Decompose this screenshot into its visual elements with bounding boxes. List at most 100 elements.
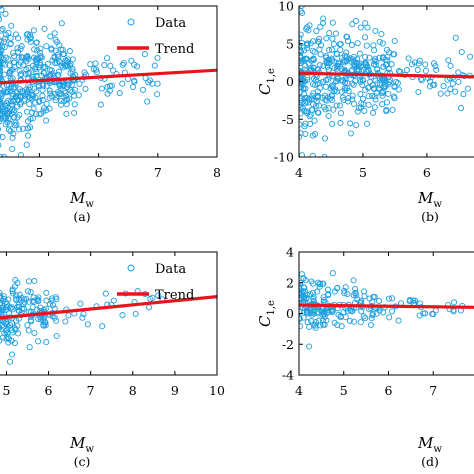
data-point bbox=[310, 56, 317, 63]
data-point bbox=[405, 55, 412, 62]
data-point bbox=[66, 62, 74, 69]
y-tick-label: -4 bbox=[282, 368, 294, 383]
data-point bbox=[447, 85, 454, 93]
data-point bbox=[450, 299, 458, 306]
data-point bbox=[372, 27, 379, 34]
x-axis-label-sub: w bbox=[85, 444, 94, 455]
data-point bbox=[383, 99, 390, 106]
data-point bbox=[357, 319, 364, 326]
data-point bbox=[53, 59, 61, 67]
data-point bbox=[34, 306, 41, 313]
data-point bbox=[338, 54, 346, 61]
data-point bbox=[358, 104, 365, 111]
data-point bbox=[354, 40, 361, 47]
data-point bbox=[26, 101, 33, 108]
data-point bbox=[36, 49, 43, 56]
x-tick-label: 5 bbox=[35, 165, 43, 180]
data-point bbox=[47, 90, 54, 97]
data-point bbox=[69, 56, 76, 63]
data-point bbox=[350, 81, 357, 88]
data-point bbox=[300, 90, 308, 98]
data-point bbox=[345, 56, 352, 63]
data-point bbox=[455, 78, 462, 85]
data-point bbox=[370, 61, 378, 68]
data-point bbox=[0, 38, 4, 45]
data-point bbox=[358, 308, 365, 315]
data-point bbox=[24, 118, 32, 125]
data-point bbox=[316, 46, 323, 53]
data-point bbox=[52, 36, 59, 43]
data-point bbox=[0, 61, 3, 68]
data-point bbox=[321, 135, 329, 142]
data-point bbox=[347, 120, 354, 127]
data-point bbox=[349, 96, 356, 103]
data-point bbox=[0, 50, 3, 57]
data-point bbox=[422, 310, 429, 317]
data-point bbox=[63, 110, 70, 117]
data-point bbox=[17, 88, 24, 95]
data-point bbox=[422, 61, 429, 68]
data-point bbox=[75, 92, 82, 99]
data-point bbox=[340, 309, 347, 316]
data-point bbox=[365, 101, 372, 108]
data-point bbox=[46, 301, 53, 308]
data-point bbox=[345, 87, 352, 95]
data-point bbox=[0, 126, 2, 132]
data-point bbox=[316, 62, 323, 69]
data-point bbox=[357, 91, 364, 98]
data-point bbox=[389, 295, 396, 302]
data-point bbox=[19, 125, 27, 132]
data-point bbox=[128, 57, 135, 64]
data-point bbox=[302, 100, 309, 107]
data-point bbox=[16, 291, 23, 298]
data-point bbox=[39, 92, 46, 99]
data-point bbox=[64, 59, 72, 66]
data-point bbox=[363, 120, 371, 127]
data-point bbox=[369, 92, 376, 99]
data-point bbox=[313, 98, 320, 105]
data-point bbox=[14, 114, 21, 121]
data-point bbox=[8, 101, 15, 108]
data-point bbox=[10, 49, 17, 56]
legend-label-trend: Trend bbox=[155, 42, 194, 57]
legend: Data Trend bbox=[117, 16, 194, 57]
data-point bbox=[351, 63, 359, 70]
data-point bbox=[357, 63, 364, 70]
data-point bbox=[303, 291, 310, 298]
x-axis-label-sub: w bbox=[85, 199, 94, 210]
data-point bbox=[368, 315, 375, 322]
data-point bbox=[307, 111, 314, 118]
data-point bbox=[458, 48, 465, 56]
data-point bbox=[393, 78, 400, 85]
data-point bbox=[0, 44, 2, 51]
data-point bbox=[23, 89, 30, 96]
data-point bbox=[8, 22, 15, 29]
data-point bbox=[312, 324, 319, 331]
data-point bbox=[318, 308, 325, 315]
data-point bbox=[447, 62, 454, 69]
chart-a: 5 6 7 8 Mw(a) Data Trend bbox=[0, 5, 221, 224]
data-point bbox=[34, 56, 41, 64]
data-point bbox=[299, 105, 306, 112]
data-point bbox=[119, 312, 126, 319]
data-point bbox=[370, 109, 377, 116]
data-point bbox=[71, 109, 78, 116]
data-point bbox=[385, 295, 393, 302]
y-tick-label: -2 bbox=[282, 337, 294, 352]
data-point bbox=[317, 42, 325, 49]
data-point bbox=[102, 290, 109, 297]
data-point bbox=[5, 56, 12, 63]
data-point bbox=[4, 89, 11, 96]
data-point bbox=[145, 79, 152, 86]
data-point bbox=[389, 106, 396, 113]
data-point bbox=[15, 304, 22, 311]
data-point bbox=[0, 317, 2, 323]
data-point bbox=[320, 62, 327, 69]
data-point bbox=[55, 57, 62, 65]
data-point bbox=[371, 47, 378, 54]
data-point bbox=[333, 50, 340, 57]
data-point bbox=[372, 96, 379, 103]
data-point bbox=[110, 297, 117, 304]
data-point bbox=[7, 35, 14, 42]
